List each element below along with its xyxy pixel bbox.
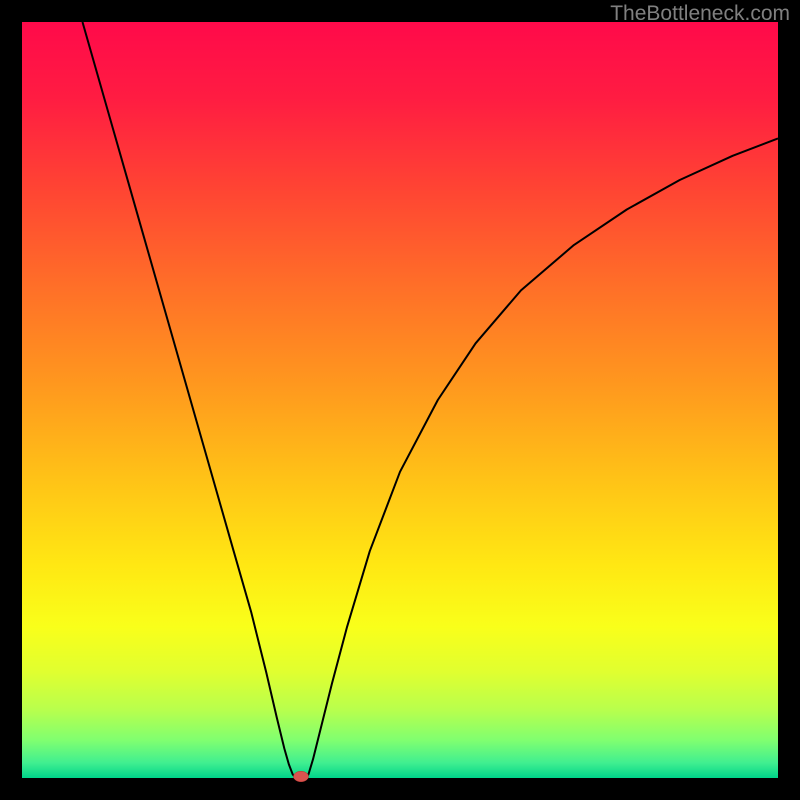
plot-background [22, 22, 778, 778]
chart-container: TheBottleneck.com [0, 0, 800, 800]
watermark-text: TheBottleneck.com [610, 2, 790, 26]
chart-svg [0, 0, 800, 800]
minimum-marker [293, 771, 308, 782]
